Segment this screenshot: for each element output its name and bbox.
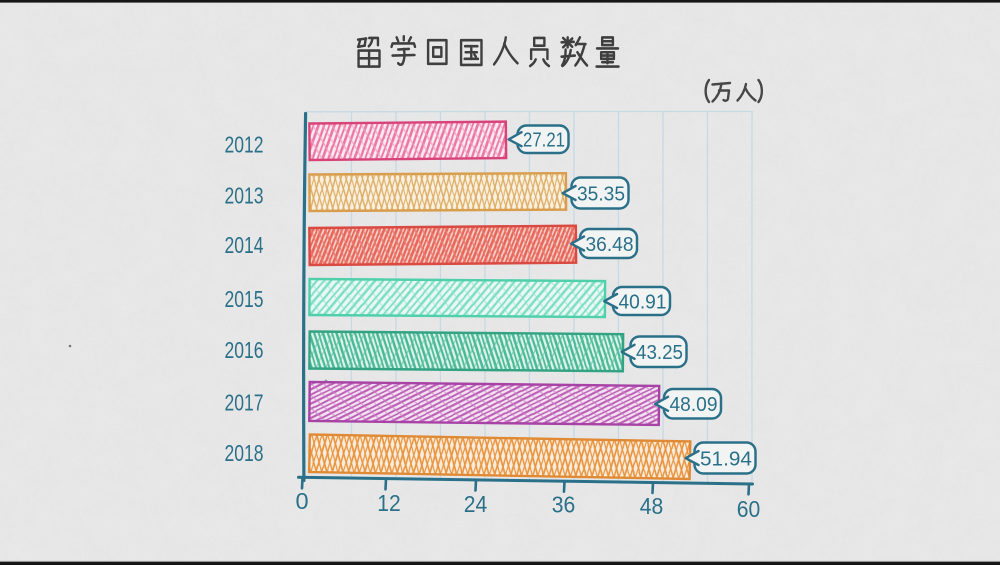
svg-text:48: 48 — [640, 493, 664, 519]
svg-text:2018: 2018 — [225, 440, 264, 466]
svg-text:40.91: 40.91 — [619, 290, 667, 313]
svg-text:0: 0 — [295, 488, 308, 514]
svg-text:24: 24 — [464, 491, 488, 517]
svg-text:35.35: 35.35 — [577, 182, 625, 205]
svg-text:43.25: 43.25 — [636, 341, 683, 364]
svg-text:12: 12 — [377, 490, 401, 516]
svg-text:27.21: 27.21 — [523, 129, 565, 152]
svg-text:2017: 2017 — [225, 390, 264, 416]
svg-text:36.48: 36.48 — [586, 233, 634, 256]
svg-text:2013: 2013 — [225, 183, 264, 209]
svg-text:51.94: 51.94 — [700, 447, 752, 470]
svg-text:2015: 2015 — [225, 286, 264, 312]
svg-text:2014: 2014 — [225, 232, 264, 258]
svg-text:36: 36 — [552, 492, 576, 518]
svg-text:2016: 2016 — [225, 337, 264, 363]
svg-text:48.09: 48.09 — [670, 393, 718, 416]
svg-text:60: 60 — [737, 496, 761, 522]
svg-text:2012: 2012 — [225, 132, 264, 158]
